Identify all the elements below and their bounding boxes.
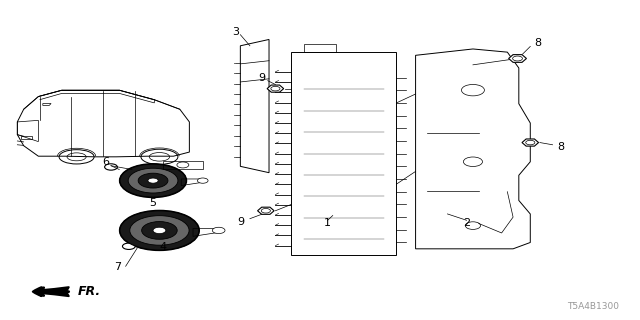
Text: 9: 9: [237, 217, 244, 227]
Circle shape: [122, 243, 135, 250]
Text: 8: 8: [534, 38, 541, 48]
Text: FR.: FR.: [78, 285, 101, 298]
Polygon shape: [267, 85, 284, 92]
Text: 5: 5: [150, 198, 157, 208]
Text: 2: 2: [463, 219, 470, 228]
Polygon shape: [522, 139, 539, 146]
Polygon shape: [509, 55, 527, 62]
Circle shape: [212, 227, 225, 234]
Circle shape: [130, 216, 189, 245]
Text: T5A4B1300: T5A4B1300: [568, 302, 620, 311]
Circle shape: [153, 227, 166, 234]
Circle shape: [138, 173, 168, 188]
Text: 4: 4: [159, 242, 166, 252]
Circle shape: [128, 168, 178, 193]
Text: 3: 3: [232, 27, 239, 36]
Circle shape: [141, 221, 177, 239]
Circle shape: [148, 178, 158, 183]
Circle shape: [120, 164, 186, 197]
Text: 9: 9: [258, 73, 265, 83]
Text: 1: 1: [324, 219, 331, 228]
Circle shape: [104, 164, 117, 170]
Text: 6: 6: [102, 156, 109, 167]
Text: 8: 8: [557, 142, 564, 152]
Polygon shape: [257, 207, 274, 214]
Text: 7: 7: [114, 262, 121, 272]
Circle shape: [120, 211, 199, 250]
Circle shape: [198, 178, 208, 183]
